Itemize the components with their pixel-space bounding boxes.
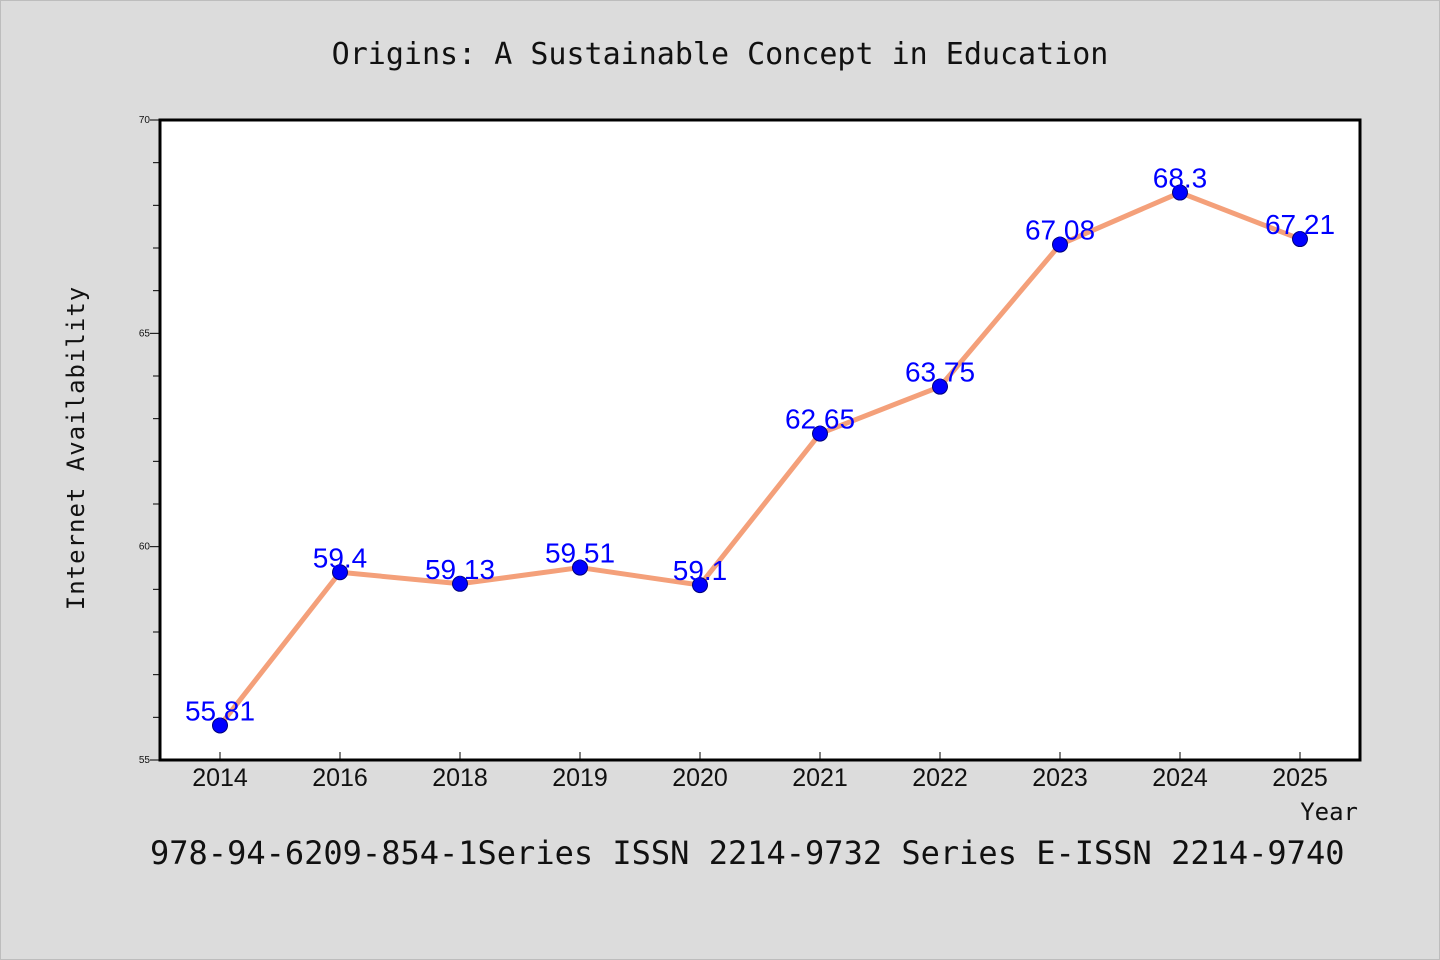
x-tick-label: 2020 (672, 764, 728, 792)
data-point (452, 575, 468, 592)
x-tick-label: 2023 (1032, 764, 1088, 792)
data-point (332, 564, 348, 581)
data-point (692, 577, 708, 594)
data-label: 55.81 (185, 695, 255, 726)
x-tick-label: 2019 (552, 764, 608, 792)
data-point (932, 378, 948, 395)
data-point (1172, 184, 1188, 201)
data-point (1292, 231, 1308, 248)
data-label: 67.08 (1025, 215, 1095, 246)
data-point (572, 559, 588, 576)
y-axis: 55 60 65 70 (139, 115, 160, 766)
data-label: 62.65 (785, 404, 855, 435)
series-markers (212, 184, 1308, 734)
data-label: 63.75 (905, 357, 975, 388)
data-point (812, 425, 828, 442)
x-axis: 2014 2016 2018 2019 2020 2021 2022 2023 2024 2025 (192, 752, 1328, 792)
y-tick-label: 55 (139, 755, 151, 766)
y-tick-label: 65 (139, 328, 151, 339)
y-tick-label: 60 (139, 542, 151, 553)
x-tick-label: 2025 (1272, 764, 1328, 792)
data-label: 68.3 (1153, 163, 1208, 194)
plot-area (158, 118, 1362, 762)
data-label: 59.4 (313, 542, 368, 573)
data-point (212, 717, 228, 734)
data-label: 59.51 (545, 538, 615, 569)
x-tick-label: 2024 (1152, 764, 1208, 792)
y-axis-label: Internet Availability (62, 286, 90, 610)
data-label: 67.21 (1265, 209, 1335, 240)
data-point (1052, 236, 1068, 253)
data-label: 59.13 (425, 554, 495, 585)
x-tick-label: 2016 (312, 764, 368, 792)
data-labels: 55.81 59.4 59.13 59.51 59.1 62.65 63.75 67.08 68… (185, 163, 1335, 727)
x-tick-label: 2021 (792, 764, 848, 792)
data-label: 59.1 (673, 555, 728, 586)
x-tick-label: 2022 (912, 764, 968, 792)
chart-title: Origins: A Sustainable Concept in Educat… (332, 37, 1109, 72)
y-tick-label: 70 (139, 115, 151, 126)
x-tick-label: 2014 (192, 764, 248, 792)
series-line (218, 190, 1301, 727)
x-tick-label: 2018 (432, 764, 488, 792)
x-axis-label: Year (1300, 798, 1358, 826)
isbn-footer: 978-94-6209-854-1Series ISSN 2214-9732 S… (150, 834, 1344, 872)
